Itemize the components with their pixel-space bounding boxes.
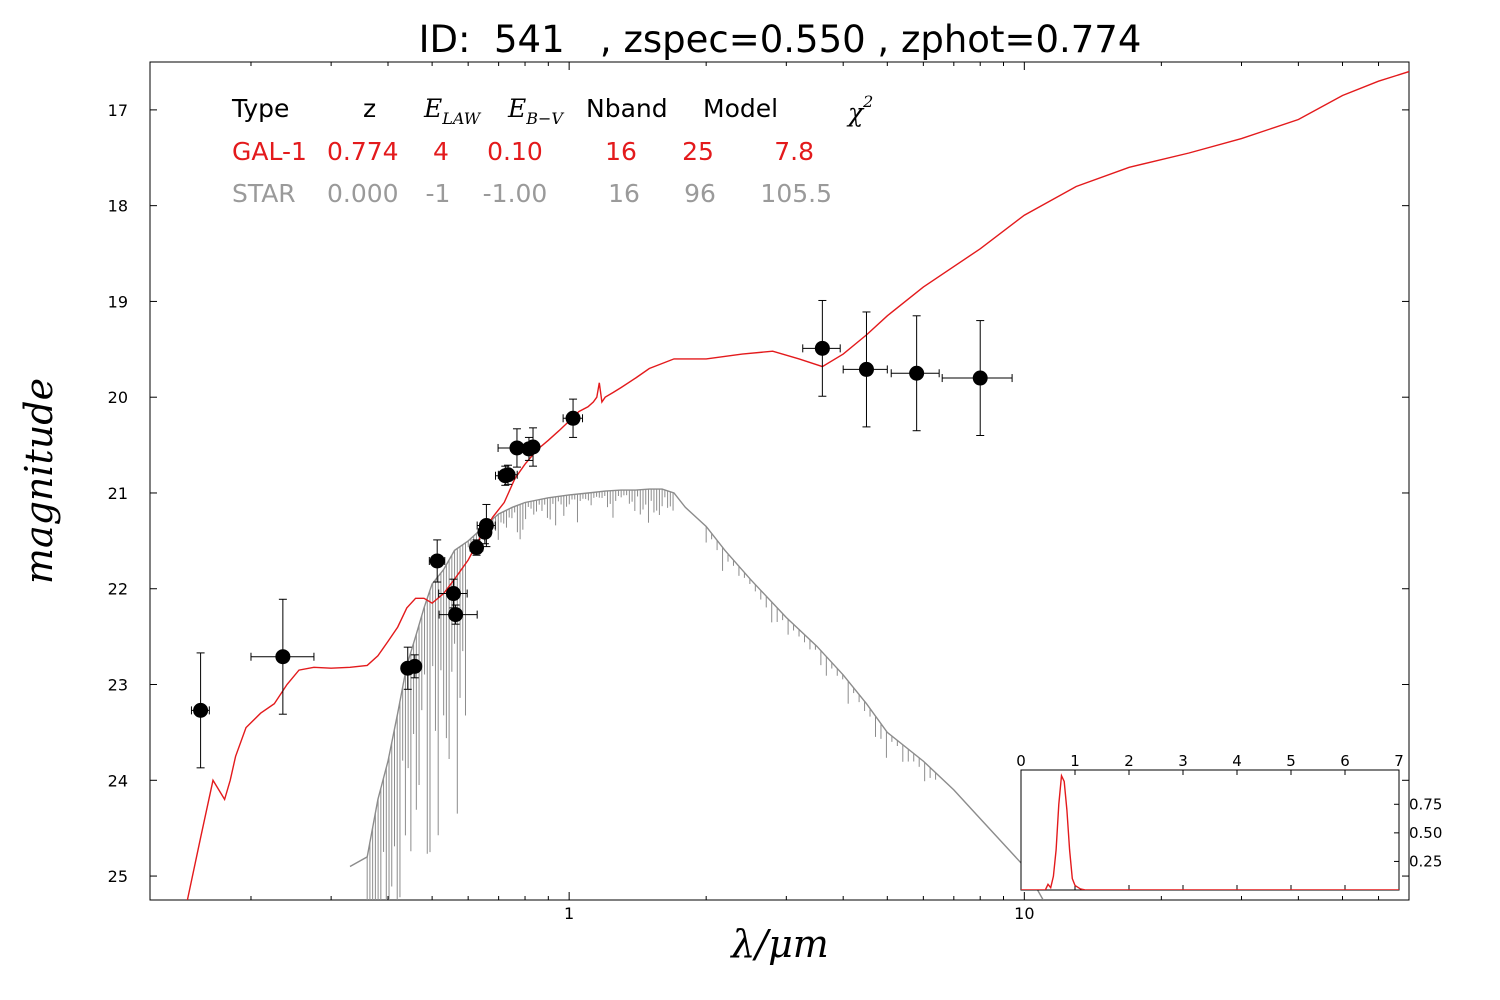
inset-x-tick-label: 2 [1124, 752, 1134, 770]
row-elaw: 4 [433, 137, 449, 166]
y-tick-label: 23 [108, 676, 128, 695]
photometry-point [407, 654, 423, 679]
y-tick-label: 22 [108, 580, 128, 599]
data-point [407, 658, 423, 674]
data-point [858, 361, 874, 377]
inset-x-tick-label: 4 [1232, 752, 1242, 770]
data-point [478, 518, 494, 534]
data-point [500, 467, 516, 483]
table-header-ebv: EB−V [507, 94, 564, 128]
data-point [509, 440, 525, 456]
inset-x-tick-label: 3 [1178, 752, 1188, 770]
photometry-point [438, 578, 468, 609]
y-tick-label: 18 [108, 197, 128, 216]
star-absorption-lines [366, 489, 937, 900]
photometry-point [438, 604, 478, 625]
inset-pdf-curve [1021, 773, 1399, 890]
fit-table: Type z ELAW EB−V Nband Model χ2 GAL-1 0.… [231, 92, 873, 208]
x-tick-label: 10 [1014, 904, 1034, 923]
table-row-star: STAR 0.000 -1 -1.00 16 96 105.5 [232, 179, 832, 208]
data-point [429, 553, 445, 569]
row-model: 96 [684, 179, 716, 208]
y-tick-label: 19 [108, 292, 128, 311]
data-point [972, 370, 988, 386]
photometry-point [525, 427, 541, 467]
y-tick-label: 24 [108, 771, 128, 790]
row-chi2: 7.8 [774, 137, 814, 166]
row-chi2: 105.5 [760, 179, 832, 208]
inset-y-tick-label: 0.75 [1409, 795, 1442, 813]
table-header-elaw: ELAW [423, 94, 482, 128]
row-type: STAR [232, 179, 296, 208]
photometry-point [842, 311, 888, 428]
photometry-point [562, 398, 584, 438]
chart-title: ID: 541 , zspec=0.550 , zphot=0.774 [419, 18, 1142, 61]
photometry-point [428, 539, 446, 583]
inset-x-tick-label: 0 [1016, 752, 1026, 770]
y-axis-label: magnitude [17, 378, 61, 584]
inset-x-tick-label: 1 [1070, 752, 1080, 770]
row-model: 25 [682, 137, 714, 166]
row-ebv: -1.00 [483, 179, 548, 208]
photometry-points [190, 299, 1013, 769]
data-point [525, 439, 541, 455]
galaxy-model-curve [186, 70, 1409, 900]
star-model-curve [349, 488, 1044, 900]
x-tick-label: 1 [564, 904, 574, 923]
data-point [565, 410, 581, 426]
row-z: 0.774 [327, 137, 399, 166]
x-axis: 1 10 [250, 62, 1410, 923]
photometry-point [890, 315, 940, 432]
row-type: GAL-1 [232, 137, 307, 166]
inset-axes: 0 1 2 3 4 5 6 7 0.25 0.50 0.75 [1016, 752, 1442, 890]
x-axis-label: λ/μm [729, 922, 829, 966]
y-tick-label: 21 [108, 484, 128, 503]
row-elaw: -1 [426, 179, 451, 208]
inset-y-tick-label: 0.50 [1409, 824, 1442, 842]
data-point [469, 540, 485, 556]
inset-x-tick-label: 7 [1394, 752, 1404, 770]
inset-x-tick-label: 5 [1286, 752, 1296, 770]
data-point [814, 340, 830, 356]
photometry-point [941, 320, 1013, 437]
inset-x-tick-label: 6 [1340, 752, 1350, 770]
photometry-point [250, 598, 315, 715]
y-tick-label: 20 [108, 388, 128, 407]
redshift-pdf-inset: 0 1 2 3 4 5 6 7 0.25 0.50 0.75 [1016, 752, 1442, 891]
row-nband: 16 [608, 179, 640, 208]
data-point [909, 365, 925, 381]
row-ebv: 0.10 [487, 137, 543, 166]
data-point [275, 649, 291, 665]
table-header-model: Model [703, 94, 778, 123]
table-header-nband: Nband [586, 94, 668, 123]
row-z: 0.000 [327, 179, 399, 208]
data-point [193, 702, 209, 718]
photometry-point [497, 464, 518, 485]
table-header-type: Type [231, 94, 289, 123]
row-nband: 16 [605, 137, 637, 166]
data-point [448, 607, 464, 623]
plot-area [149, 61, 1410, 901]
inset-plot-area [1020, 769, 1400, 891]
table-header-chi2: χ2 [846, 92, 873, 127]
photometry-point [476, 503, 496, 548]
y-tick-label: 17 [108, 101, 128, 120]
data-point [445, 586, 461, 602]
inset-y-tick-label: 0.25 [1409, 852, 1442, 870]
table-header-z: z [363, 94, 376, 123]
table-row-gal: GAL-1 0.774 4 0.10 16 25 7.8 [232, 137, 814, 166]
photometry-point [802, 299, 841, 397]
y-tick-label: 25 [108, 867, 128, 886]
photometry-point [190, 652, 210, 769]
photometry-point [469, 539, 485, 556]
